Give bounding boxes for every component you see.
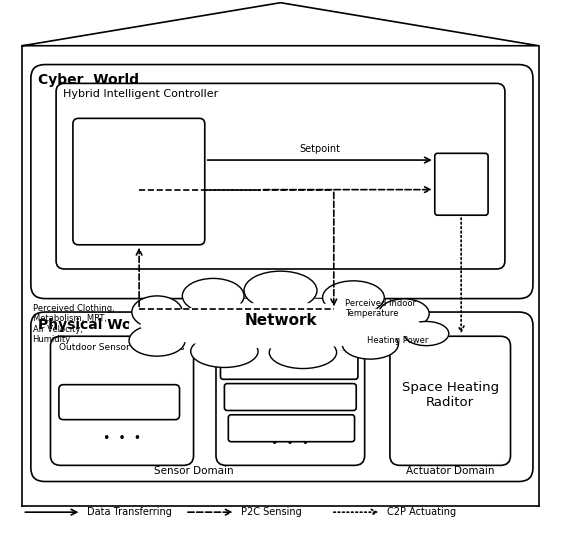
FancyBboxPatch shape	[220, 350, 358, 379]
Ellipse shape	[132, 296, 182, 328]
Ellipse shape	[342, 329, 398, 359]
Text: Indoor Temperature: Indoor Temperature	[245, 360, 334, 369]
Text: •  •  •: • • •	[272, 437, 309, 450]
Ellipse shape	[323, 281, 384, 314]
Text: Hybrid Intelligent Controller: Hybrid Intelligent Controller	[63, 89, 218, 99]
Text: Heating Power: Heating Power	[367, 336, 429, 345]
Text: Outdoor Temperature: Outdoor Temperature	[71, 398, 168, 407]
Ellipse shape	[269, 336, 337, 369]
Ellipse shape	[191, 335, 258, 367]
Text: Cyber  World: Cyber World	[38, 73, 139, 87]
Ellipse shape	[379, 299, 429, 328]
Ellipse shape	[129, 299, 432, 352]
Text: Data Transferring: Data Transferring	[87, 507, 172, 517]
FancyBboxPatch shape	[31, 65, 533, 299]
Text: Metabolic Rate: Metabolic Rate	[257, 424, 325, 433]
Text: Actuator Domain: Actuator Domain	[406, 466, 495, 476]
Ellipse shape	[404, 322, 449, 346]
Text: PID: PID	[450, 177, 473, 192]
Text: Sensor Domain: Sensor Domain	[154, 466, 233, 476]
Text: Indoor Sensor Parameters: Indoor Sensor Parameters	[232, 342, 349, 351]
FancyBboxPatch shape	[50, 336, 194, 465]
Ellipse shape	[182, 279, 244, 313]
Text: Perceived Clothing,
Metabolism, MRT,
Air Velocity,
Humidity: Perceived Clothing, Metabolism, MRT, Air…	[33, 304, 114, 344]
Text: Space Heating
Raditor: Space Heating Raditor	[402, 381, 499, 409]
FancyBboxPatch shape	[228, 415, 355, 442]
Text: Physical World: Physical World	[38, 318, 153, 332]
Text: Setpoint: Setpoint	[299, 144, 341, 153]
Text: Inverse PMV
Optimization: Inverse PMV Optimization	[96, 167, 182, 196]
FancyBboxPatch shape	[224, 384, 356, 410]
Text: P2C Sensing: P2C Sensing	[241, 507, 302, 517]
FancyBboxPatch shape	[390, 336, 511, 465]
FancyBboxPatch shape	[216, 336, 365, 465]
FancyBboxPatch shape	[59, 385, 180, 420]
FancyBboxPatch shape	[56, 83, 505, 269]
Text: Network: Network	[244, 313, 317, 328]
Text: Perceived Indoor
Temperature: Perceived Indoor Temperature	[345, 299, 416, 318]
Ellipse shape	[140, 302, 421, 349]
FancyBboxPatch shape	[435, 153, 488, 215]
FancyBboxPatch shape	[31, 312, 533, 482]
Ellipse shape	[129, 325, 185, 356]
FancyBboxPatch shape	[73, 118, 205, 245]
Text: C2P Actuating: C2P Actuating	[387, 507, 456, 517]
Text: Air Speed: Air Speed	[268, 393, 312, 401]
Text: •  •  •: • • •	[103, 432, 141, 445]
Ellipse shape	[244, 271, 317, 310]
Text: Outdoor Sensor Parameters: Outdoor Sensor Parameters	[59, 343, 185, 352]
